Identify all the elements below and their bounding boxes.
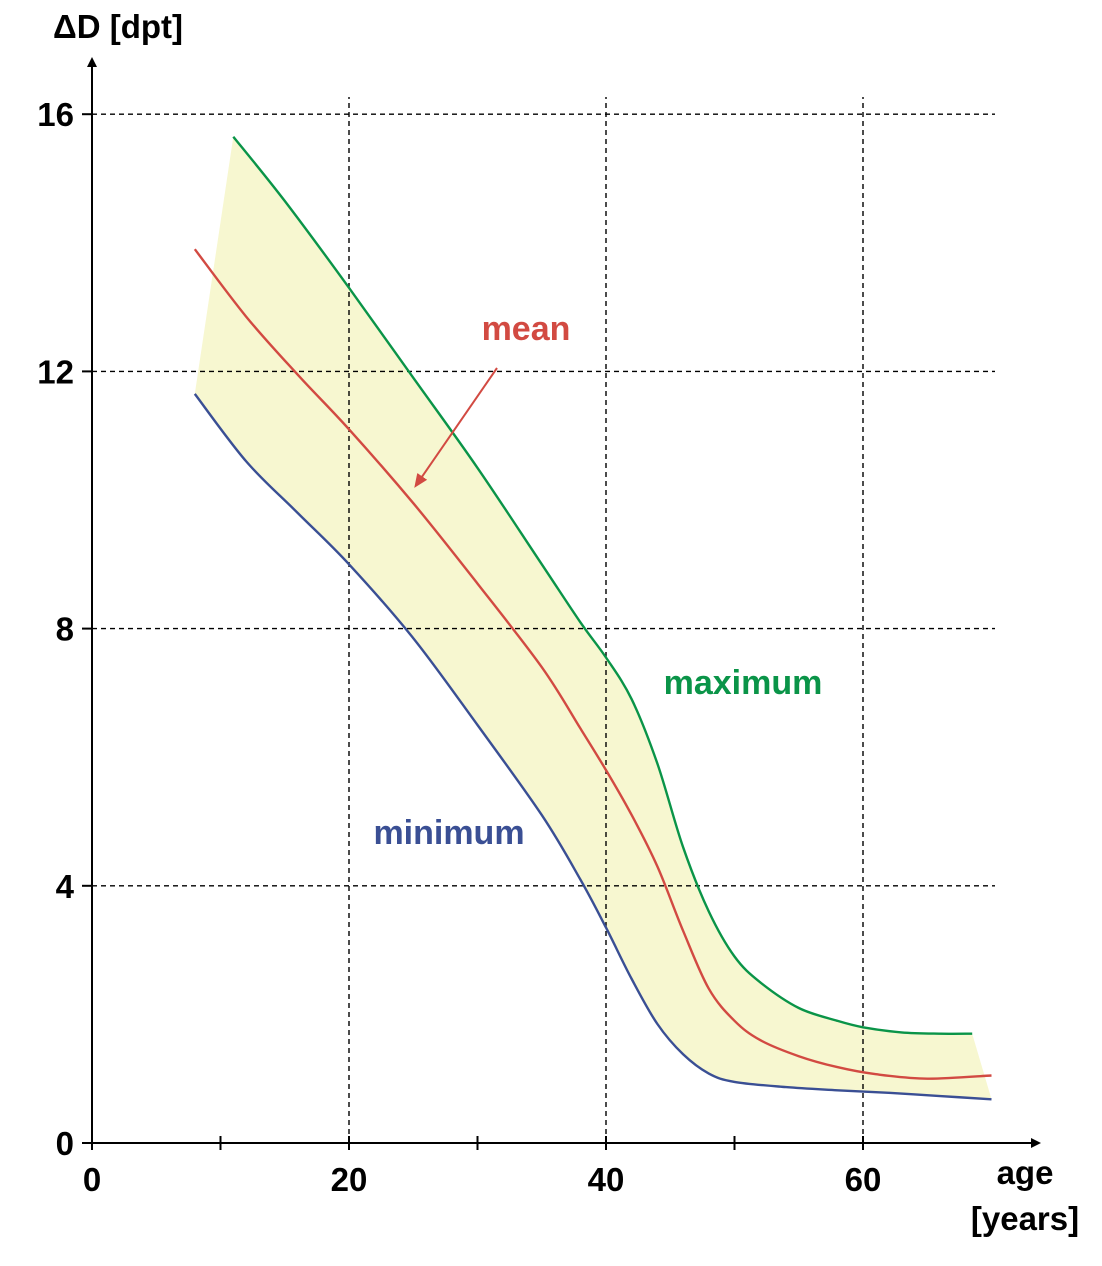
range-band-area	[194, 136, 992, 1100]
series-line-maximum	[232, 135, 973, 1035]
series-label-minimum: minimum	[373, 814, 524, 852]
range-band	[194, 136, 992, 1100]
x-axis-title-line2: [years]	[971, 1200, 1079, 1237]
x-tick-label: 60	[845, 1161, 882, 1198]
series-label-maximum: maximum	[664, 664, 823, 702]
y-tick-label: 4	[56, 868, 75, 905]
axes: 0 4 8 12 16 0 20 40 60	[37, 57, 1041, 1198]
series-line-mean	[193, 248, 992, 1080]
series-line-minimum	[193, 393, 992, 1101]
y-axis-title: ΔD [dpt]	[53, 8, 183, 45]
grid	[92, 97, 995, 1143]
x-tick-label: 0	[83, 1161, 101, 1198]
series-layer	[193, 135, 992, 1101]
y-tick-label: 12	[37, 353, 74, 390]
y-tick-label: 8	[56, 611, 74, 648]
x-axis-title-line1: age	[997, 1154, 1054, 1191]
x-tick-label: 40	[588, 1161, 625, 1198]
labels: ΔD [dpt] age [years] mean maximum minimum	[53, 8, 1079, 1237]
x-tick-label: 20	[331, 1161, 368, 1198]
series-label-mean: mean	[482, 310, 571, 348]
y-tick-label: 0	[56, 1125, 74, 1162]
mean-arrow	[414, 367, 498, 488]
y-tick-label: 16	[37, 96, 74, 133]
